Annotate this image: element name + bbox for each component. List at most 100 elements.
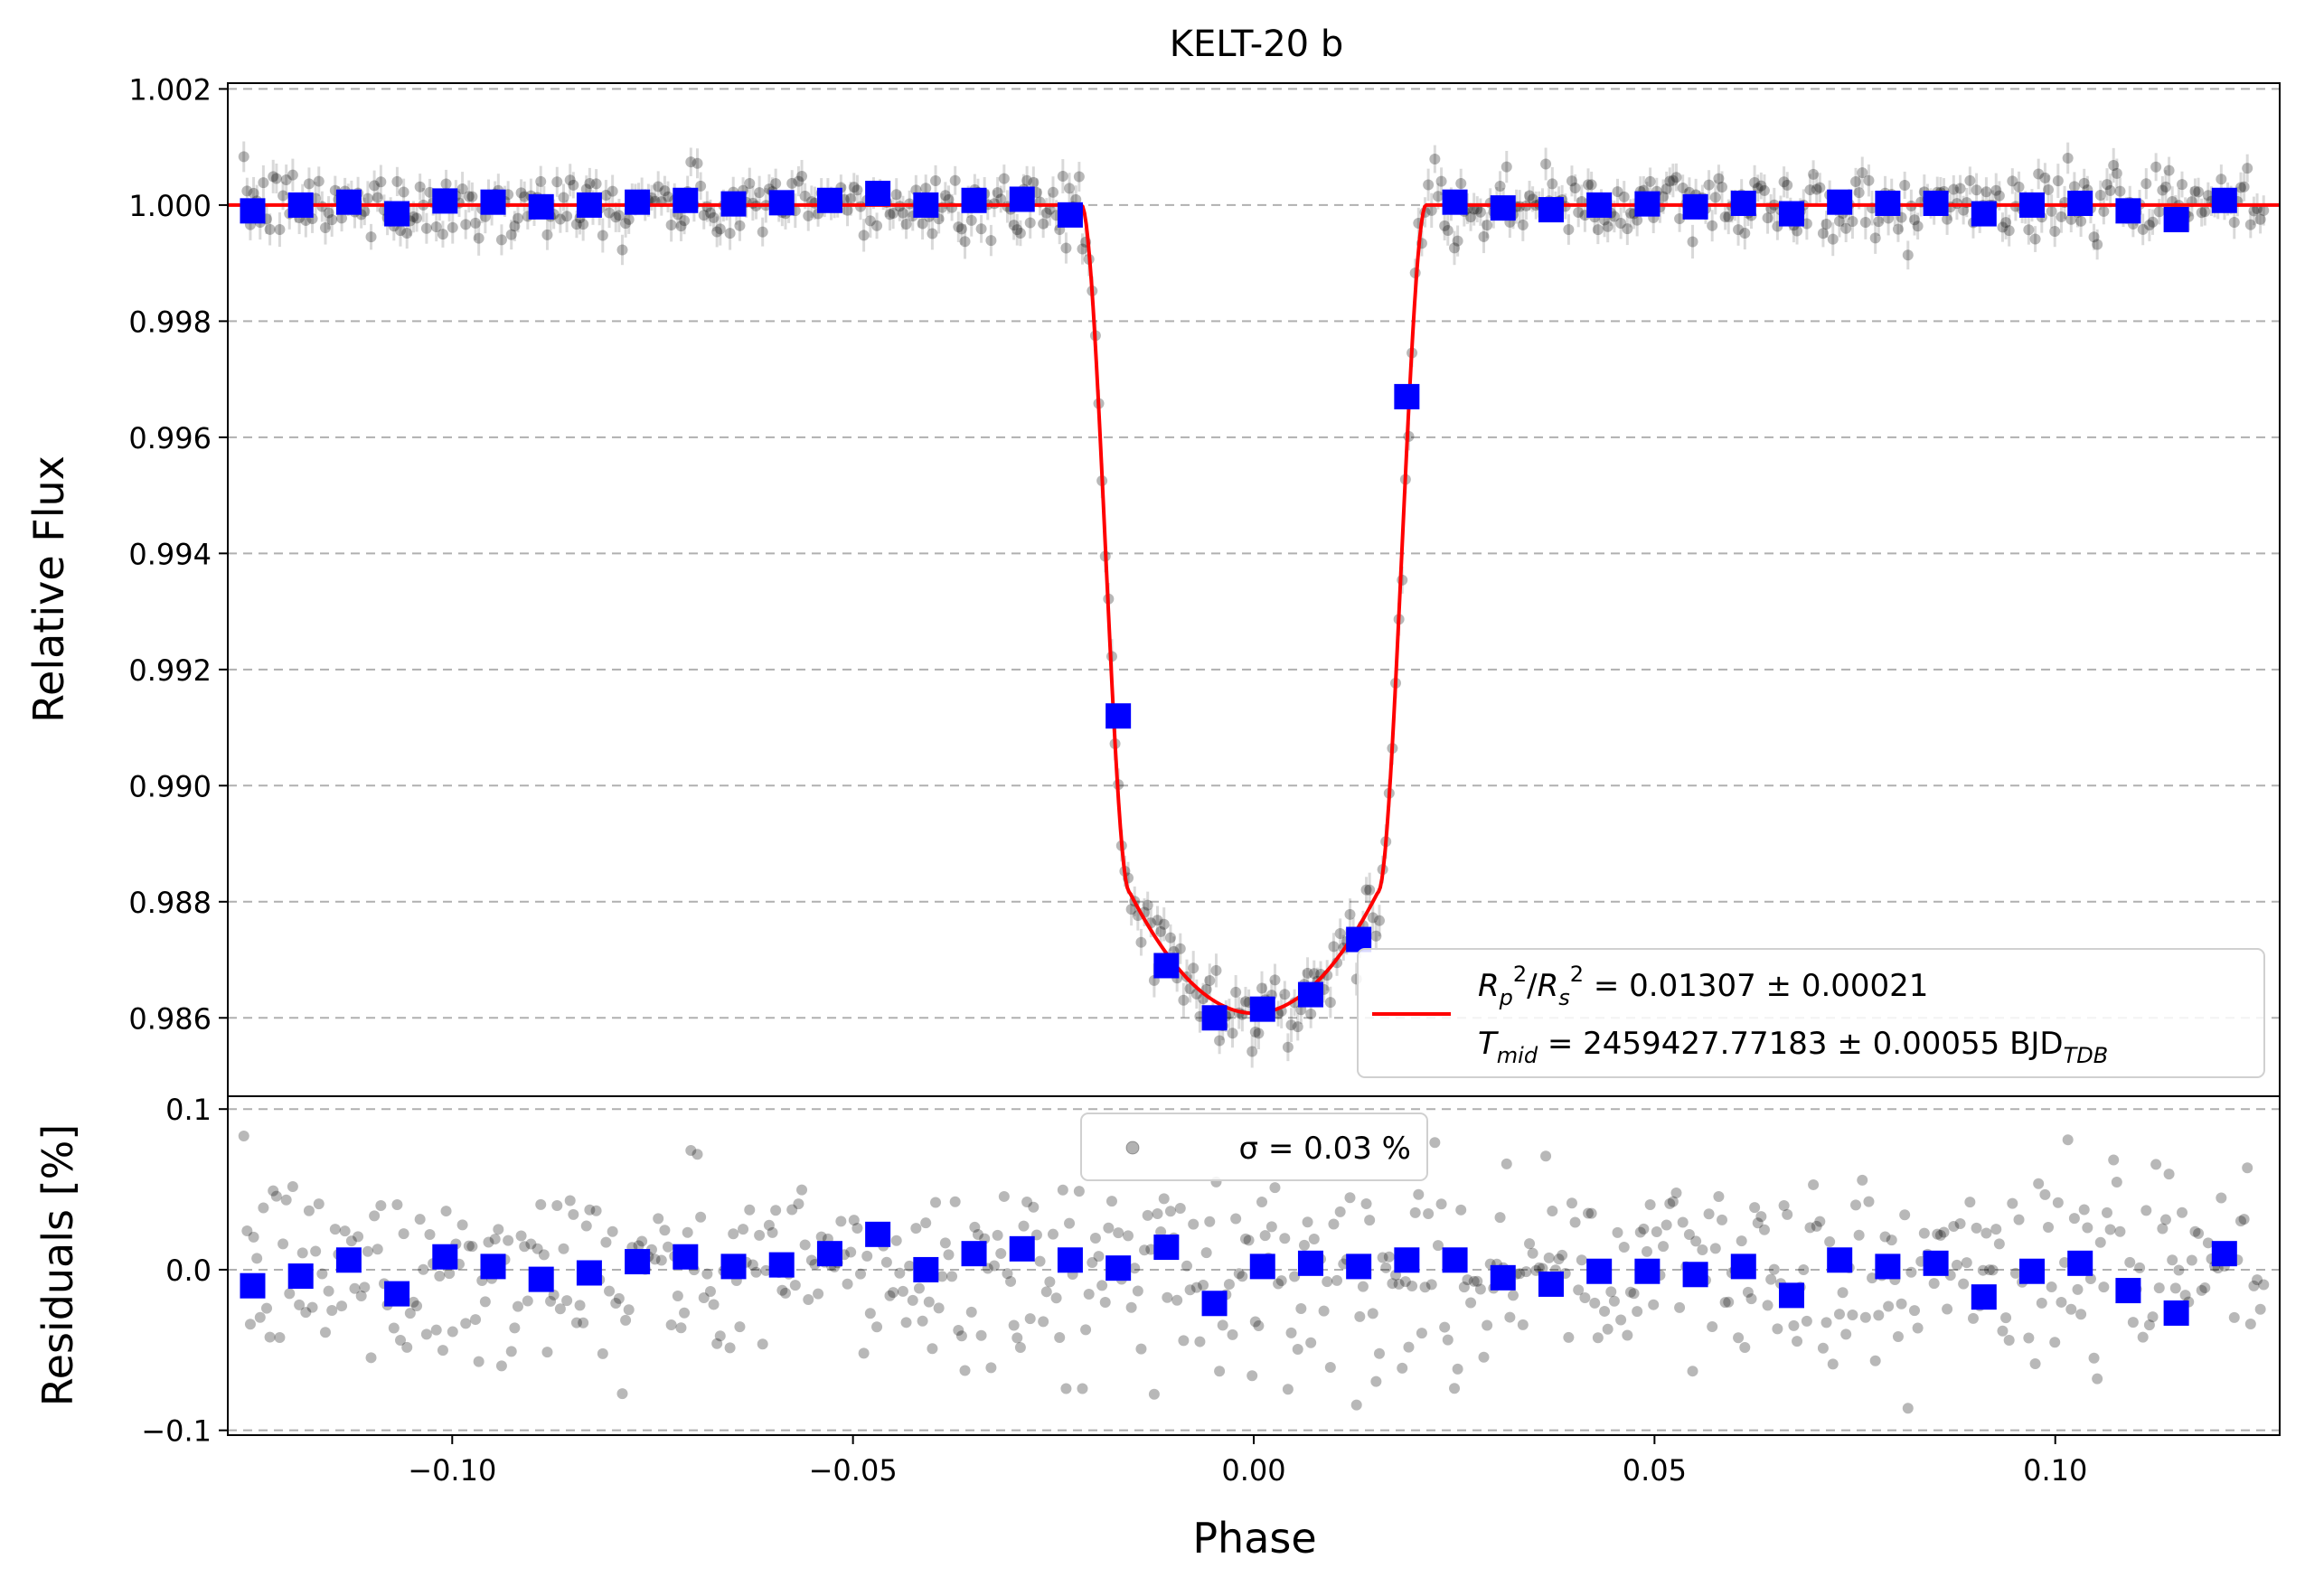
binned-residual-point <box>1249 1253 1275 1280</box>
raw-point <box>2258 204 2270 216</box>
raw-residual-point <box>248 1231 259 1243</box>
raw-residual-point <box>1553 1253 1565 1265</box>
raw-residual-point <box>375 1200 387 1212</box>
raw-point <box>2046 205 2057 217</box>
raw-point <box>1954 183 1966 194</box>
raw-residual-point <box>1217 1319 1228 1331</box>
raw-point <box>1664 175 1676 187</box>
raw-point <box>1214 1035 1226 1047</box>
raw-residual-point <box>2072 1283 2084 1295</box>
raw-residual-point <box>2013 1214 2025 1225</box>
raw-residual-point <box>890 1235 902 1246</box>
raw-residual-point <box>955 1330 967 1342</box>
raw-residual-point <box>1817 1342 1829 1354</box>
raw-point <box>2056 211 2067 222</box>
raw-residual-point <box>1938 1226 1950 1238</box>
raw-residual-point <box>574 1300 586 1311</box>
raw-point <box>1011 224 1023 236</box>
raw-residual-point <box>663 1241 674 1253</box>
raw-point <box>900 219 912 230</box>
raw-residual-point <box>1113 1227 1124 1239</box>
raw-residual-point <box>1644 1199 1656 1211</box>
raw-residual-point <box>1902 1403 1914 1414</box>
raw-point <box>430 221 442 233</box>
binned-residual-point <box>913 1256 939 1282</box>
raw-residual-point <box>580 1220 592 1232</box>
raw-residual-point <box>649 1253 661 1265</box>
raw-point <box>1292 1021 1303 1033</box>
raw-point <box>796 170 808 182</box>
raw-point <box>1811 183 1822 195</box>
raw-point <box>786 177 798 189</box>
raw-point <box>2244 219 2256 230</box>
raw-residual-point <box>738 1224 749 1235</box>
raw-residual-point <box>1227 1328 1238 1340</box>
raw-point <box>2108 159 2120 171</box>
raw-residual-point <box>2238 1214 2250 1225</box>
binned-point <box>2163 206 2189 232</box>
raw-residual-point <box>323 1285 334 1297</box>
raw-residual-point <box>1435 1198 1447 1210</box>
raw-residual-point <box>274 1331 286 1343</box>
raw-residual-point <box>789 1280 801 1291</box>
raw-residual-point <box>2169 1282 2181 1294</box>
raw-residual-point <box>300 1307 312 1319</box>
raw-point <box>1305 1008 1317 1019</box>
raw-residual-point <box>2065 1303 2077 1315</box>
bottom-legend-label: σ = 0.03 % <box>1239 1131 1411 1167</box>
raw-residual-point <box>287 1181 298 1193</box>
raw-residual-point <box>975 1329 987 1341</box>
raw-residual-point <box>946 1271 958 1282</box>
raw-residual-point <box>1249 1316 1261 1328</box>
raw-residual-point <box>1038 1316 1049 1328</box>
raw-residual-point <box>1863 1196 1875 1207</box>
binned-residual-point <box>480 1253 506 1280</box>
raw-point <box>1909 214 1921 226</box>
raw-residual-point <box>493 1224 504 1235</box>
raw-point <box>871 220 883 231</box>
raw-residual-point <box>2134 1262 2146 1273</box>
raw-residual-point <box>434 1271 446 1282</box>
binned-point <box>1923 190 1949 216</box>
raw-residual-point <box>1778 1199 1790 1211</box>
raw-residual-point <box>744 1204 756 1216</box>
raw-residual-point <box>1328 1218 1340 1230</box>
raw-residual-point <box>1158 1193 1170 1205</box>
raw-residual-point <box>1658 1241 1670 1253</box>
raw-residual-point <box>1504 1311 1516 1323</box>
raw-point <box>1014 228 1026 239</box>
raw-residual-point <box>1713 1191 1725 1203</box>
raw-residual-point <box>1801 1315 1812 1327</box>
raw-residual-point <box>2059 1256 2071 1268</box>
raw-point <box>2039 172 2051 183</box>
raw-residual-point <box>1707 1321 1718 1333</box>
raw-point <box>1709 192 1721 203</box>
raw-point <box>1817 228 1829 239</box>
raw-point <box>1719 211 1731 222</box>
raw-residual-point <box>1380 1262 1392 1273</box>
raw-residual-point <box>353 1231 364 1243</box>
raw-residual-point <box>558 1243 569 1254</box>
raw-residual-point <box>2179 1290 2191 1301</box>
raw-point <box>258 177 269 189</box>
raw-point <box>2228 217 2240 229</box>
raw-point <box>992 187 1003 199</box>
x-tick-label: 0.10 <box>2023 1453 2087 1488</box>
raw-residual-point <box>633 1240 644 1252</box>
raw-point <box>1687 236 1698 248</box>
raw-point <box>1624 207 1636 219</box>
raw-point <box>1758 184 1770 196</box>
raw-residual-point <box>1452 1363 1463 1375</box>
raw-residual-point <box>1576 1254 1587 1266</box>
binned-residual-point <box>1875 1253 1901 1280</box>
raw-residual-point <box>1458 1281 1470 1293</box>
raw-point <box>1155 925 1167 937</box>
raw-residual-point <box>1494 1212 1506 1224</box>
raw-residual-point <box>430 1324 442 1336</box>
raw-residual-point <box>1214 1366 1226 1377</box>
binned-point <box>384 201 410 227</box>
raw-residual-point <box>1142 1209 1153 1221</box>
raw-residual-point <box>2150 1159 2162 1170</box>
raw-residual-point <box>1021 1196 1033 1207</box>
